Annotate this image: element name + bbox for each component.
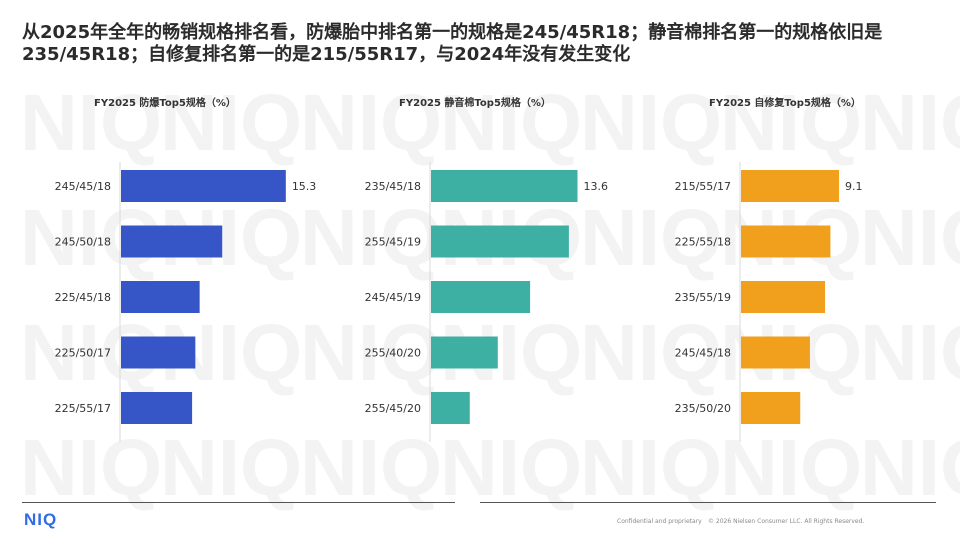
category-label: 245/45/18 xyxy=(55,180,111,193)
chart-title: FY2025 静音棉Top5规格（%） xyxy=(399,98,551,109)
chart-title: FY2025 自修复Top5规格（%） xyxy=(709,98,861,109)
value-label: 9.1 xyxy=(845,180,863,193)
bar-chart-svg: 235/45/18 13.6 255/45/19 245/45/19 255/40/20… xyxy=(365,162,609,442)
bar xyxy=(121,225,223,258)
bar xyxy=(741,170,840,202)
category-label: 235/45/18 xyxy=(365,180,421,193)
page-headline: 从2025年全年的畅销规格排名看，防爆胎中排名第一的规格是245/45R18；静… xyxy=(22,22,883,65)
category-label: 255/45/20 xyxy=(365,402,421,415)
confidential-note: Confidential and proprietary xyxy=(617,518,702,525)
bar-chart-svg: 215/55/17 9.1 225/55/18 235/55/19 245/45/18 2… xyxy=(675,162,863,442)
category-label: 225/45/18 xyxy=(55,291,111,304)
chart-runflat: FY2025 防爆Top5规格（%） 245/45/18 15.3 245/50/1… xyxy=(20,94,316,454)
category-label: 215/55/17 xyxy=(675,180,731,193)
bar xyxy=(431,225,569,258)
bar xyxy=(431,170,578,202)
bar xyxy=(431,336,498,369)
chart-silent-foam: FY2025 静音棉Top5规格（%） 235/45/18 13.6 255/45/… xyxy=(330,94,620,454)
category-label: 235/55/19 xyxy=(675,291,731,304)
bar-chart-svg: 245/45/18 15.3 245/50/18 225/45/18 225/50/17… xyxy=(55,162,316,442)
bar xyxy=(121,281,200,313)
chart-title: FY2025 防爆Top5规格（%） xyxy=(94,98,236,109)
category-label: 255/45/19 xyxy=(365,236,421,249)
bar xyxy=(121,392,193,424)
value-label: 13.6 xyxy=(584,180,609,193)
category-label: 245/50/18 xyxy=(55,236,111,249)
bar xyxy=(741,281,826,313)
category-label: 245/45/18 xyxy=(675,347,731,360)
footer-divider-right xyxy=(480,502,936,503)
bar xyxy=(121,170,286,202)
category-label: 255/40/20 xyxy=(365,347,421,360)
copyright-note: © 2026 Nielsen Consumer LLC. All Rights … xyxy=(708,518,865,525)
category-label: 235/50/20 xyxy=(675,402,731,415)
niq-logo: NIQ xyxy=(24,510,58,529)
category-label: 225/55/18 xyxy=(675,236,731,249)
category-label: 245/45/19 xyxy=(365,291,421,304)
bar xyxy=(431,392,470,424)
footer-divider-left xyxy=(22,502,455,503)
chart-self-sealing: FY2025 自修复Top5规格（%） 215/55/17 9.1 225/55/1… xyxy=(640,94,930,454)
category-label: 225/55/17 xyxy=(55,402,111,415)
bar xyxy=(741,225,831,258)
bar xyxy=(741,392,801,424)
bar xyxy=(121,336,196,369)
bar xyxy=(741,336,810,369)
bar xyxy=(431,281,531,313)
category-label: 225/50/17 xyxy=(55,347,111,360)
value-label: 15.3 xyxy=(292,180,317,193)
